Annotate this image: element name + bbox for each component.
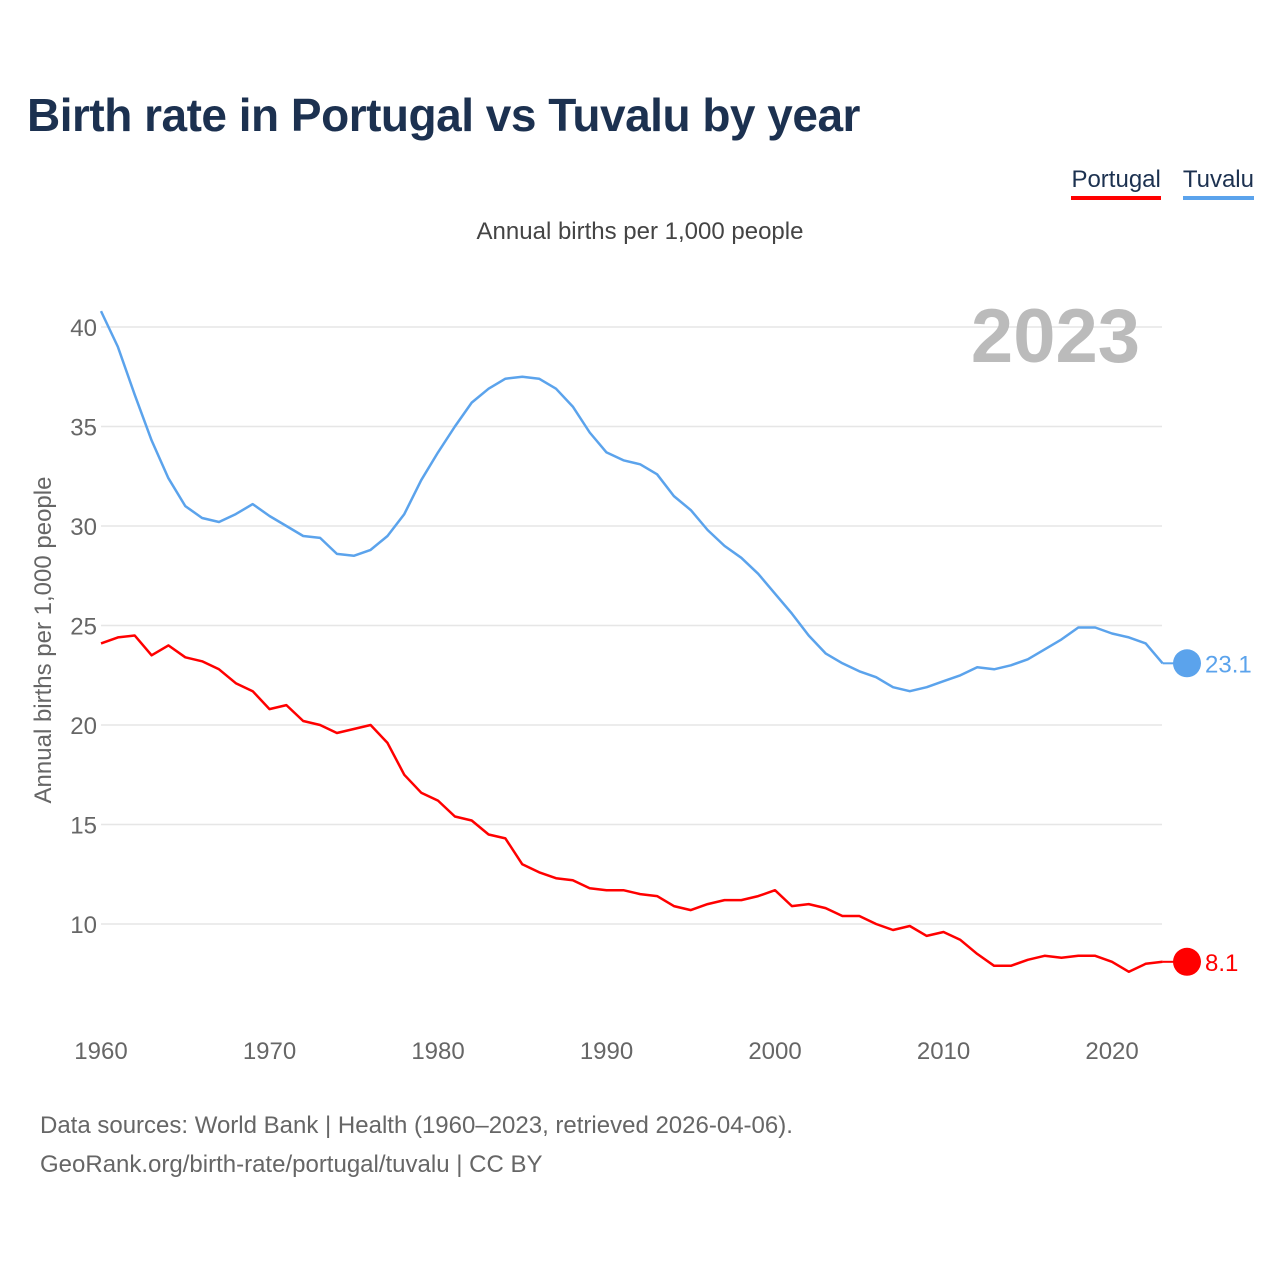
chart-subtitle: Annual births per 1,000 people	[476, 218, 804, 245]
y-tick-label: 20	[70, 713, 97, 740]
legend: Portugal Tuvalu	[1071, 166, 1254, 200]
x-tick-label: 1990	[580, 1038, 633, 1065]
y-tick-label: 15	[70, 813, 97, 840]
x-tick-label: 1980	[411, 1038, 464, 1065]
y-tick-label: 30	[70, 514, 97, 541]
footer-link[interactable]: GeoRank.org/birth-rate/portugal/tuvalu |…	[40, 1151, 543, 1178]
year-label: 2023	[971, 294, 1140, 379]
series-line-tuvalu	[99, 310, 1164, 693]
y-tick-label: 10	[70, 912, 97, 939]
footer: Data sources: World Bank | Health (1960–…	[40, 1106, 793, 1184]
y-tick-label: 35	[70, 415, 97, 442]
end-value-label: 23.1	[1205, 651, 1252, 678]
x-tick-label: 1960	[74, 1038, 127, 1065]
end-value-label: 8.1	[1205, 950, 1238, 977]
series-line-portugal	[100, 634, 1163, 974]
y-axis-label: Annual births per 1,000 people	[30, 477, 57, 804]
footer-sources: Data sources: World Bank | Health (1960–…	[40, 1112, 793, 1139]
x-tick-label: 2000	[748, 1038, 801, 1065]
legend-portugal[interactable]: Portugal	[1071, 166, 1161, 200]
y-tick-label: 25	[70, 614, 97, 641]
x-tick-label: 2020	[1085, 1038, 1138, 1065]
x-tick-label: 2010	[917, 1038, 970, 1065]
chart-title: Birth rate in Portugal vs Tuvalu by year	[27, 89, 860, 141]
flag-marker-portugal	[1173, 947, 1201, 976]
legend-tuvalu[interactable]: Tuvalu	[1182, 166, 1254, 200]
flag-marker-tuvalu	[1173, 649, 1201, 678]
y-tick-label: 40	[70, 315, 97, 342]
x-tick-label: 1970	[243, 1038, 296, 1065]
